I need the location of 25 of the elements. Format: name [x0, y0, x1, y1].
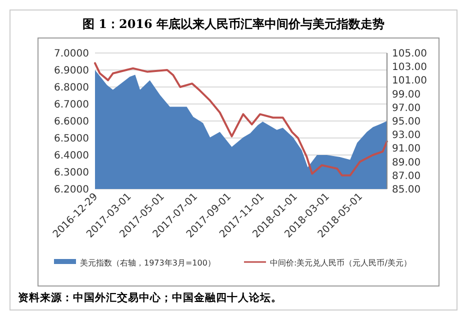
y-tick-label: 6.5000 — [54, 134, 89, 144]
text: 资料来源：中国外汇交易中心；中国金融四十人论坛。 — [18, 291, 282, 304]
line-series — [94, 62, 388, 176]
y2-tick-label: 85.00 — [392, 184, 421, 196]
y-tick-label: 6.7000 — [54, 100, 89, 110]
y-tick-label: 6.3000 — [54, 168, 89, 178]
y2-tick-label: 95.00 — [392, 116, 421, 128]
y-tick-label: 6.8000 — [54, 82, 89, 94]
y2-tick-label: 93.00 — [392, 130, 421, 142]
y2-tick-label: 99.00 — [392, 89, 421, 100]
y2-tick-label: 101.00 — [392, 76, 427, 87]
y2-tick-label: 91.00 — [392, 144, 421, 155]
y-tick-label: 6.2000 — [54, 184, 89, 196]
y-tick-label: 6.6000 — [54, 116, 89, 128]
y2-tick-label: 97.00 — [392, 102, 421, 114]
legend-label: 中间价:美元兑人民币（元人民币/美元） — [270, 258, 412, 268]
y-tick-label: 6.4000 — [54, 150, 89, 162]
y2-tick-label: 103.00 — [392, 62, 427, 74]
legend-label: 美元指数（右轴，1973年3月=100） — [80, 258, 216, 268]
y-tick-label: 7.0000 — [54, 48, 89, 60]
y2-tick-label: 105.00 — [392, 48, 427, 60]
y-tick-label: 6.9000 — [54, 66, 89, 76]
y2-tick-label: 87.00 — [392, 170, 421, 182]
y2-tick-label: 89.00 — [392, 157, 421, 168]
chart-title: 图 1：2016 年底以来人民币汇率中间价与美元指数走势 — [82, 17, 385, 31]
